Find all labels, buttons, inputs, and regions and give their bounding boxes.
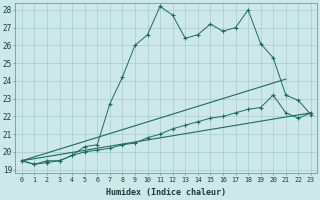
- X-axis label: Humidex (Indice chaleur): Humidex (Indice chaleur): [106, 188, 226, 197]
